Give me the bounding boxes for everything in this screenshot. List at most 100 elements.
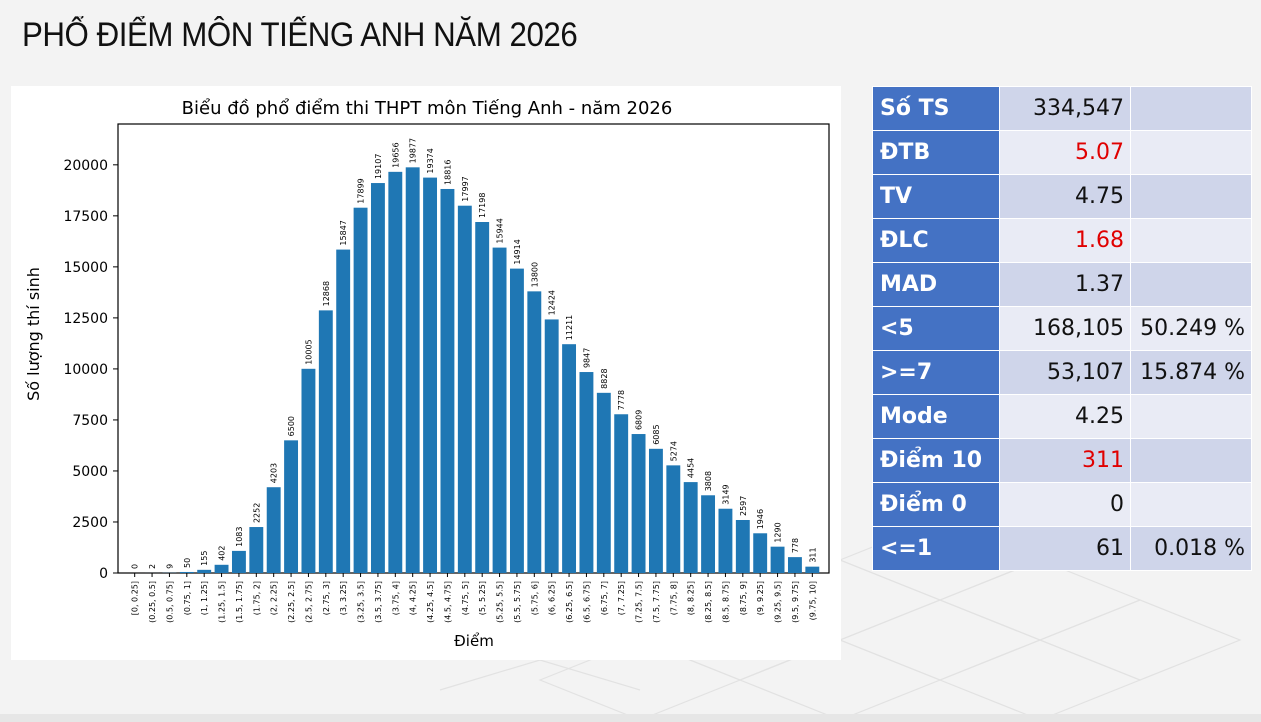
- stat-value: 311: [999, 438, 1131, 483]
- chart-title: Biểu đồ phổ điểm thi THPT môn Tiếng Anh …: [182, 98, 673, 119]
- stats-row: <5 168,105 50.249 %: [872, 306, 1252, 351]
- bar: [457, 205, 472, 573]
- x-tick-label: (1, 1.25]: [200, 581, 209, 615]
- y-tick-label: 10000: [63, 362, 108, 378]
- bar-value-label: 6085: [652, 424, 661, 444]
- bar-value-label: 3149: [721, 484, 730, 504]
- x-tick-label: (7.5, 7.75]: [652, 581, 661, 623]
- bar: [805, 566, 820, 573]
- y-tick-label: 12500: [63, 311, 108, 327]
- bar-value-label: 4203: [270, 463, 279, 483]
- x-tick-label: (7.25, 7.5]: [635, 581, 644, 623]
- x-tick-label: (5.5, 5.75]: [513, 581, 522, 623]
- bar-value-label: 7778: [617, 390, 626, 410]
- y-tick-label: 0: [99, 566, 108, 582]
- bar: [718, 508, 733, 573]
- stat-value: 1.37: [999, 262, 1131, 307]
- stat-percent: [1130, 482, 1252, 527]
- bar-value-label: 1946: [756, 509, 765, 529]
- stat-percent: [1130, 86, 1252, 131]
- bar: [544, 319, 559, 573]
- bar: [388, 171, 403, 573]
- histogram-chart: Biểu đồ phổ điểm thi THPT môn Tiếng Anh …: [24, 98, 830, 650]
- stat-label: <=1: [872, 526, 1000, 571]
- stat-percent: [1130, 218, 1252, 263]
- slide-title: PHỔ ĐIỂM MÔN TIẾNG ANH NĂM 2026: [22, 16, 578, 54]
- bar: [475, 222, 490, 573]
- y-tick-label: 15000: [63, 260, 108, 276]
- bar: [336, 249, 351, 573]
- x-tick-label: (7.75, 8]: [669, 581, 678, 615]
- x-tick-label: (3.5, 3.75]: [374, 581, 383, 623]
- stat-label: >=7: [872, 350, 1000, 395]
- bar: [405, 167, 420, 573]
- stat-label: Số TS: [872, 86, 1000, 131]
- x-tick-label: (8.5, 8.75]: [721, 581, 730, 623]
- stat-label: MAD: [872, 262, 1000, 307]
- x-tick-label: (2.75, 3]: [322, 581, 331, 615]
- x-tick-label: (7, 7.25]: [617, 581, 626, 615]
- bar-value-label: 311: [808, 547, 817, 562]
- stat-label: ĐLC: [872, 218, 1000, 263]
- bar: [683, 482, 698, 573]
- x-tick-label: (3.75, 4]: [391, 581, 400, 615]
- stat-value: 4.75: [999, 174, 1131, 219]
- x-tick-label: (9, 9.25]: [756, 581, 765, 615]
- x-tick-label: (8.75, 9]: [739, 581, 748, 615]
- bar: [197, 569, 212, 573]
- bar-value-label: 18816: [443, 160, 452, 185]
- bar: [370, 183, 385, 573]
- bar-value-label: 12868: [322, 281, 331, 306]
- x-tick-label: (6.75, 7]: [600, 581, 609, 615]
- bar: [770, 546, 785, 573]
- bar-value-label: 2597: [739, 496, 748, 516]
- bar: [318, 310, 333, 573]
- bar-value-label: 17997: [461, 176, 470, 201]
- bar: [353, 207, 368, 573]
- x-axis-label: Điểm: [454, 632, 494, 650]
- x-tick-label: (9.25, 9.5]: [774, 581, 783, 623]
- x-tick-label: [0, 0.25]: [131, 581, 140, 615]
- bar-value-label: 2: [148, 564, 157, 569]
- stat-label: Điểm 0: [872, 482, 1000, 527]
- x-tick-label: (0.75, 1]: [183, 581, 192, 615]
- bar-value-label: 19107: [374, 154, 383, 179]
- bar: [440, 188, 455, 573]
- x-tick-label: (3, 3.25]: [339, 581, 348, 615]
- bar: [266, 487, 281, 573]
- stat-label: Mode: [872, 394, 1000, 439]
- stats-row: <=1 61 0.018 %: [872, 526, 1252, 571]
- stats-row: Số TS 334,547: [872, 86, 1252, 131]
- x-tick-label: (1.75, 2]: [252, 581, 261, 615]
- bar-value-label: 17899: [357, 178, 366, 203]
- stat-value: 53,107: [999, 350, 1131, 395]
- bar-value-label: 0: [131, 564, 140, 569]
- bar: [735, 519, 750, 573]
- bar: [214, 564, 229, 573]
- bar-value-label: 9847: [582, 348, 591, 368]
- x-tick-label: (6.25, 6.5]: [565, 581, 574, 623]
- stat-value: 5.07: [999, 130, 1131, 175]
- y-tick-label: 17500: [63, 209, 108, 225]
- x-tick-label: (4, 4.25]: [409, 581, 418, 615]
- x-tick-label: (8, 8.25]: [687, 581, 696, 615]
- stat-percent: 50.249 %: [1130, 306, 1252, 351]
- bar-value-label: 155: [200, 551, 209, 566]
- x-tick-label: (0.5, 0.75]: [165, 581, 174, 623]
- y-axis-label: Số lượng thí sinh: [24, 267, 43, 401]
- bar: [631, 434, 646, 573]
- bar-value-label: 778: [791, 538, 800, 553]
- stat-value: 168,105: [999, 306, 1131, 351]
- x-tick-label: (1.25, 1.5]: [218, 581, 227, 623]
- x-tick-label: (2.5, 2.75]: [304, 581, 313, 623]
- stats-row: TV 4.75: [872, 174, 1252, 219]
- bar-value-label: 15944: [496, 218, 505, 243]
- x-tick-label: (1.5, 1.75]: [235, 581, 244, 623]
- stat-value: 1.68: [999, 218, 1131, 263]
- stats-row: ĐTB 5.07: [872, 130, 1252, 175]
- x-tick-label: (4.25, 4.5]: [426, 581, 435, 623]
- bar-value-label: 402: [218, 546, 227, 561]
- stat-label: <5: [872, 306, 1000, 351]
- x-tick-label: (0.25, 0.5]: [148, 581, 157, 623]
